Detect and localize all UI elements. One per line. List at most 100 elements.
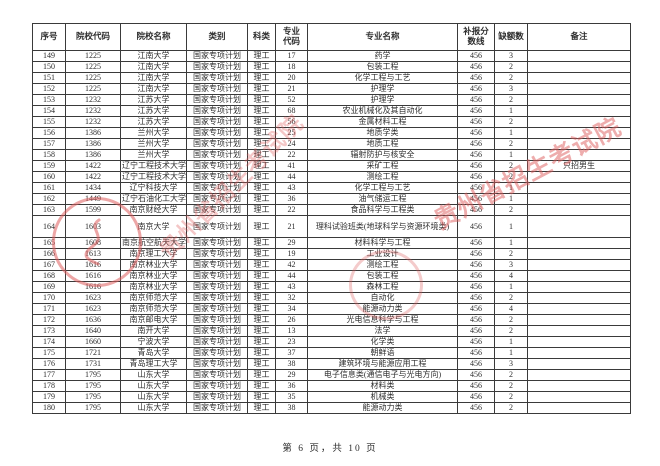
vacancy-table: 序号 院校代码 院校名称 类别 科类 专业代码 专业名称 补报分数线 缺额数 备…	[32, 23, 631, 414]
cell-vacancy_count: 2	[494, 391, 528, 403]
cell-major_code: 18	[275, 61, 308, 73]
cell-major_name: 地质工程	[307, 138, 458, 150]
cell-major_code: 22	[275, 149, 308, 161]
cell-major_code: 26	[275, 314, 308, 326]
cell-category: 国家专项计划	[186, 127, 248, 139]
cell-major_name: 食品科学与工程类	[307, 204, 458, 216]
cell-major_code: 38	[275, 402, 308, 414]
cell-school_name: 南京航空航天大学	[120, 237, 187, 249]
cell-remark	[527, 303, 631, 315]
table-row: 178 1795 山东大学 国家专项计划 理工 36 材料类 456 2	[32, 380, 631, 392]
table-row: 179 1795 山东大学 国家专项计划 理工 35 机械类 456 2	[32, 391, 631, 403]
cell-vacancy_count: 2	[494, 402, 528, 414]
cell-category: 国家专项计划	[186, 215, 248, 238]
table-row: 161 1434 辽宁科技大学 国家专项计划 理工 43 化学工程与工艺 456 1	[32, 182, 631, 194]
cell-vacancy_count: 4	[494, 270, 528, 282]
cell-seq: 171	[32, 303, 66, 315]
cell-subject_type: 理工	[247, 270, 276, 282]
cell-major_code: 32	[275, 292, 308, 304]
cell-seq: 161	[32, 182, 66, 194]
cell-seq: 165	[32, 237, 66, 249]
cell-remark	[527, 281, 631, 293]
table-row: 177 1795 山东大学 国家专项计划 理工 29 电子信息类(通信电子与光电方向) 456…	[32, 369, 631, 381]
table-row: 173 1640 南开大学 国家专项计划 理工 13 法学 456 2	[32, 325, 631, 337]
table-row: 158 1386 兰州大学 国家专项计划 理工 22 辐射防护与核安全 456 1	[32, 149, 631, 161]
cell-major_name: 护理学	[307, 83, 458, 95]
cell-major_code: 37	[275, 347, 308, 359]
cell-vacancy_count: 2	[494, 369, 528, 381]
cell-major_name: 电子信息类(通信电子与光电方向)	[307, 369, 458, 381]
cell-cutoff_score: 456	[457, 380, 495, 392]
cell-vacancy_count: 2	[494, 292, 528, 304]
cell-cutoff_score: 456	[457, 314, 495, 326]
cell-category: 国家专项计划	[186, 292, 248, 304]
cell-cutoff_score: 456	[457, 83, 495, 95]
cell-school_name: 辽宁科技大学	[120, 182, 187, 194]
cell-cutoff_score: 456	[457, 204, 495, 216]
cell-major_code: 68	[275, 105, 308, 117]
header-school-name: 院校名称	[120, 23, 187, 51]
cell-school_code: 1225	[65, 50, 121, 62]
cell-seq: 150	[32, 61, 66, 73]
cell-school_name: 南京大学	[120, 215, 187, 238]
table-row: 163 1599 南京财经大学 国家专项计划 理工 22 食品科学与工程类 456 2	[32, 204, 631, 216]
header-school-code: 院校代码	[65, 23, 121, 51]
cell-school_name: 山东大学	[120, 380, 187, 392]
table-row: 176 1731 青岛理工大学 国家专项计划 理工 38 建筑环境与能源应用工程 456 3	[32, 358, 631, 370]
table-row: 170 1623 南京师范大学 国家专项计划 理工 32 自动化 456 2	[32, 292, 631, 304]
cell-cutoff_score: 456	[457, 215, 495, 238]
cell-subject_type: 理工	[247, 402, 276, 414]
cell-school_code: 1640	[65, 325, 121, 337]
cell-seq: 153	[32, 94, 66, 106]
cell-seq: 159	[32, 160, 66, 172]
cell-category: 国家专项计划	[186, 204, 248, 216]
cell-major_name: 工业设计	[307, 248, 458, 260]
cell-major_name: 化学工程与工艺	[307, 72, 458, 84]
cell-remark	[527, 94, 631, 106]
cell-category: 国家专项计划	[186, 61, 248, 73]
table-row: 174 1660 宁波大学 国家专项计划 理工 23 化学类 456 1	[32, 336, 631, 348]
cell-subject_type: 理工	[247, 149, 276, 161]
table-row: 159 1422 辽宁工程技术大学 国家专项计划 理工 41 采矿工程 456 2 只招男生	[32, 160, 631, 172]
cell-cutoff_score: 456	[457, 171, 495, 183]
cell-category: 国家专项计划	[186, 259, 248, 271]
cell-vacancy_count: 2	[494, 171, 528, 183]
cell-remark	[527, 358, 631, 370]
cell-major_name: 护理学	[307, 94, 458, 106]
cell-category: 国家专项计划	[186, 171, 248, 183]
cell-major_name: 测绘工程	[307, 171, 458, 183]
cell-category: 国家专项计划	[186, 116, 248, 128]
table-row: 155 1232 江苏大学 国家专项计划 理工 56 金属材料工程 456 2	[32, 116, 631, 128]
header-category: 类别	[186, 23, 248, 51]
table-row: 166 1613 南京理工大学 国家专项计划 理工 19 工业设计 456 2	[32, 248, 631, 260]
cell-school_name: 江南大学	[120, 61, 187, 73]
cell-school_name: 南京林业大学	[120, 270, 187, 282]
cell-school_code: 1434	[65, 182, 121, 194]
cell-school_name: 宁波大学	[120, 336, 187, 348]
header-row: 序号 院校代码 院校名称 类别 科类 专业代码 专业名称 补报分数线 缺额数 备…	[32, 23, 631, 51]
cell-subject_type: 理工	[247, 325, 276, 337]
cell-school_name: 山东大学	[120, 391, 187, 403]
cell-school_code: 1386	[65, 127, 121, 139]
table-row: 172 1636 南京邮电大学 国家专项计划 理工 26 光电信息科学与工程 456 2	[32, 314, 631, 326]
cell-category: 国家专项计划	[186, 83, 248, 95]
cell-subject_type: 理工	[247, 314, 276, 326]
cell-seq: 173	[32, 325, 66, 337]
cell-major_code: 21	[275, 215, 308, 238]
cell-major_code: 41	[275, 160, 308, 172]
cell-vacancy_count: 3	[494, 259, 528, 271]
cell-cutoff_score: 456	[457, 138, 495, 150]
cell-subject_type: 理工	[247, 204, 276, 216]
cell-seq: 168	[32, 270, 66, 282]
cell-school_name: 南京理工大学	[120, 248, 187, 260]
cell-cutoff_score: 456	[457, 127, 495, 139]
cell-school_code: 1232	[65, 94, 121, 106]
cell-subject_type: 理工	[247, 259, 276, 271]
cell-subject_type: 理工	[247, 303, 276, 315]
cell-school_code: 1225	[65, 61, 121, 73]
cell-subject_type: 理工	[247, 193, 276, 205]
cell-seq: 179	[32, 391, 66, 403]
cell-school_name: 江南大学	[120, 83, 187, 95]
cell-vacancy_count: 1	[494, 237, 528, 249]
cell-category: 国家专项计划	[186, 105, 248, 117]
